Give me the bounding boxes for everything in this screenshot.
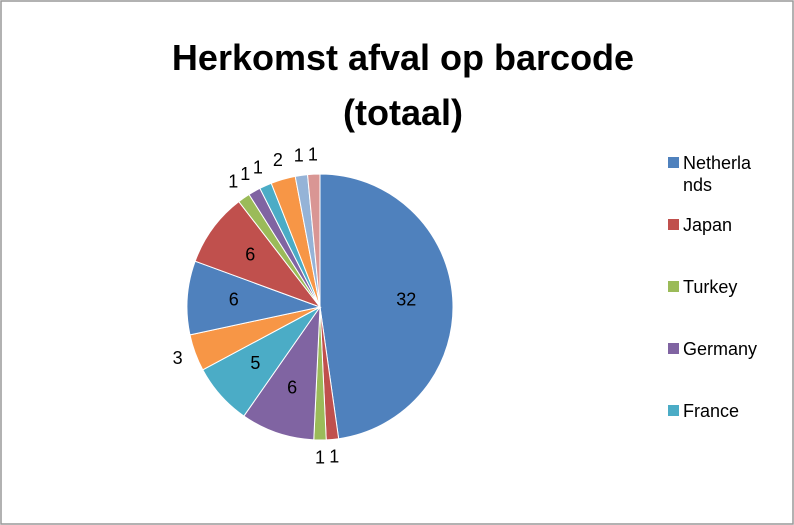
- data-label: 6: [245, 245, 255, 265]
- data-label: 6: [287, 378, 297, 398]
- data-label: 32: [396, 290, 416, 310]
- data-label: 5: [250, 353, 260, 373]
- legend-swatch: [668, 405, 679, 416]
- legend-label: Netherlands: [683, 153, 752, 195]
- data-label: 3: [173, 348, 183, 368]
- pie-slice: [307, 173, 321, 308]
- data-label: 2: [273, 150, 283, 170]
- data-label: 1: [315, 447, 325, 467]
- data-label: 1: [228, 171, 238, 191]
- legend-swatch: [668, 219, 679, 230]
- legend-label: France: [683, 401, 740, 421]
- legend-label: Turkey: [683, 277, 738, 297]
- legend-label: Germany: [683, 339, 758, 359]
- data-label: 1: [253, 157, 263, 177]
- legend-swatch: [668, 157, 679, 168]
- chart-title: Herkomst afval op barcode (totaal): [172, 37, 634, 133]
- data-label: 1: [329, 447, 339, 467]
- data-label: 6: [229, 290, 239, 310]
- legend-swatch: [668, 281, 679, 292]
- data-label: 1: [240, 164, 250, 184]
- legend-label: Japan: [683, 215, 733, 235]
- legend-swatch: [668, 343, 679, 354]
- data-label: 1: [294, 146, 304, 166]
- data-label: 1: [308, 144, 318, 164]
- pie-slice: [319, 173, 454, 440]
